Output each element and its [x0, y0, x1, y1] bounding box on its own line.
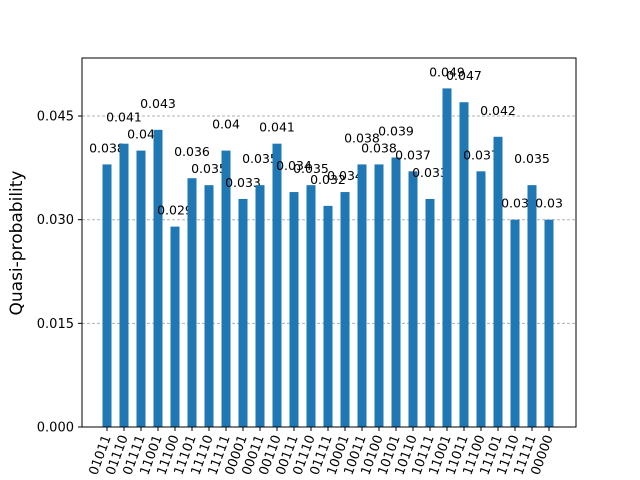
bar [272, 143, 282, 427]
value-label: 0.032 [310, 172, 346, 187]
bar [408, 171, 418, 427]
bar [187, 178, 197, 427]
bar [153, 129, 163, 427]
value-label: 0.041 [259, 120, 295, 135]
value-label: 0.038 [344, 130, 380, 145]
bar [306, 185, 316, 427]
bar [255, 185, 265, 427]
bar [544, 219, 554, 427]
bar [391, 157, 401, 427]
value-label: 0.049 [429, 64, 465, 79]
y-tick-label: 0.015 [37, 317, 74, 332]
value-label: 0.047 [446, 68, 482, 83]
value-label: 0.042 [480, 103, 516, 118]
bar [119, 143, 129, 427]
y-tick-label: 0.000 [37, 421, 74, 436]
value-label: 0.043 [140, 96, 176, 111]
value-label: 0.035 [293, 161, 329, 176]
y-tick-label: 0.045 [37, 110, 74, 125]
bar [221, 150, 231, 427]
value-label: 0.036 [174, 144, 210, 159]
bar [323, 205, 333, 427]
bar [357, 164, 367, 428]
value-label: 0.038 [89, 140, 125, 155]
bar [340, 192, 350, 427]
plot-frame [81, 57, 577, 428]
value-label: 0.033 [225, 175, 261, 190]
value-label: 0.037 [395, 147, 431, 162]
y-axis-label: Quasi-probability [7, 171, 27, 316]
bar [493, 136, 503, 428]
bar [374, 164, 384, 428]
bar [102, 164, 112, 428]
value-label: 0.041 [106, 110, 142, 125]
value-label: 0.034 [276, 158, 312, 173]
y-tick-label: 0.030 [37, 213, 74, 228]
bar [442, 88, 452, 428]
bar [170, 226, 180, 427]
value-label: 0.039 [378, 124, 414, 139]
bar [238, 198, 248, 427]
bar [476, 171, 486, 427]
value-label: 0.038 [361, 140, 397, 155]
bar [527, 185, 537, 427]
value-label: 0.034 [327, 168, 363, 183]
value-label: 0.04 [212, 117, 240, 132]
value-label: 0.029 [157, 203, 193, 218]
value-label: 0.04 [127, 127, 155, 142]
bar [459, 102, 469, 427]
value-label: 0.035 [242, 151, 278, 166]
value-label: 0.03 [501, 196, 529, 211]
value-label: 0.033 [412, 165, 448, 180]
value-label: 0.037 [463, 147, 499, 162]
value-label: 0.03 [535, 196, 563, 211]
value-label: 0.035 [514, 151, 550, 166]
bar [510, 219, 520, 427]
value-label: 0.035 [191, 161, 227, 176]
bar [204, 185, 214, 427]
bar [289, 192, 299, 427]
bar [136, 150, 146, 427]
bar [425, 198, 435, 427]
